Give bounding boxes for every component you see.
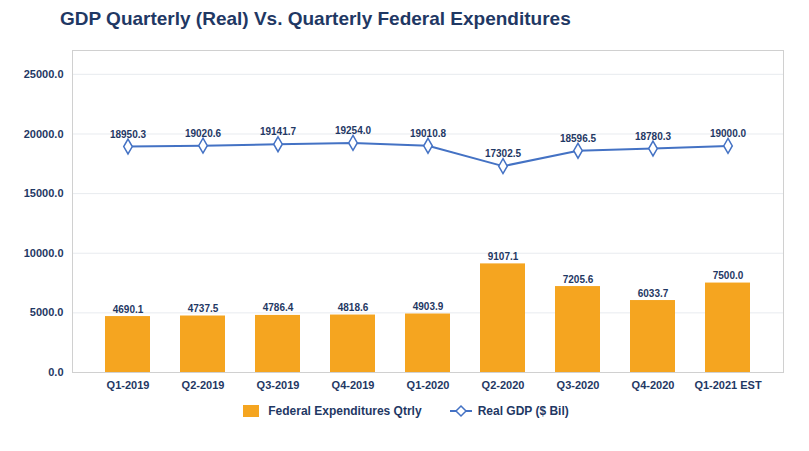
svg-text:25000.0: 25000.0	[24, 68, 64, 80]
svg-text:Q3-2019: Q3-2019	[257, 379, 300, 391]
html-text:Real GDP ($ Bil): Real GDP ($ Bil)	[477, 404, 569, 418]
svg-text:4786.4: 4786.4	[263, 302, 294, 313]
svg-text:19254.0: 19254.0	[335, 125, 372, 136]
svg-text:Q1-2021 EST: Q1-2021 EST	[694, 379, 762, 391]
svg-text:18596.5: 18596.5	[560, 133, 597, 144]
svg-text:18780.3: 18780.3	[635, 131, 672, 142]
svg-text:19020.6: 19020.6	[185, 128, 222, 139]
svg-text:7500.0: 7500.0	[713, 270, 744, 281]
svg-text:17302.5: 17302.5	[485, 148, 522, 159]
svg-text:4690.1: 4690.1	[113, 304, 144, 315]
svg-text:4818.6: 4818.6	[338, 302, 369, 313]
svg-text:15000.0: 15000.0	[24, 187, 64, 199]
svg-text:Q3-2020: Q3-2020	[557, 379, 600, 391]
svg-text:18950.3: 18950.3	[110, 129, 147, 140]
svg-text:5000.0: 5000.0	[30, 306, 64, 318]
svg-text:Q2-2019: Q2-2019	[182, 379, 225, 391]
svg-text:4737.5: 4737.5	[188, 303, 219, 314]
svg-text:Q4-2020: Q4-2020	[632, 379, 675, 391]
svg-text:Q1-2020: Q1-2020	[407, 379, 450, 391]
svg-text:19010.8: 19010.8	[410, 128, 447, 139]
svg-text:Q4-2019: Q4-2019	[332, 379, 375, 391]
svg-text:Q1-2019: Q1-2019	[107, 379, 150, 391]
svg-text:19141.7: 19141.7	[260, 126, 297, 137]
svg-text:Q2-2020: Q2-2020	[482, 379, 525, 391]
svg-text:10000.0: 10000.0	[24, 247, 64, 259]
svg-text:6033.7: 6033.7	[638, 288, 669, 299]
svg-text:4903.9: 4903.9	[413, 301, 444, 312]
html-text:GDP Quarterly (Real) Vs. Quart: GDP Quarterly (Real) Vs. Quarterly Feder…	[60, 8, 571, 29]
html-text:Federal Expenditures Qtrly: Federal Expenditures Qtrly	[268, 404, 422, 418]
svg-text:19000.0: 19000.0	[710, 128, 747, 139]
svg-text:7205.6: 7205.6	[563, 274, 594, 285]
svg-text:0.0: 0.0	[48, 366, 63, 378]
svg-text:20000.0: 20000.0	[24, 128, 64, 140]
svg-text:9107.1: 9107.1	[488, 251, 519, 262]
